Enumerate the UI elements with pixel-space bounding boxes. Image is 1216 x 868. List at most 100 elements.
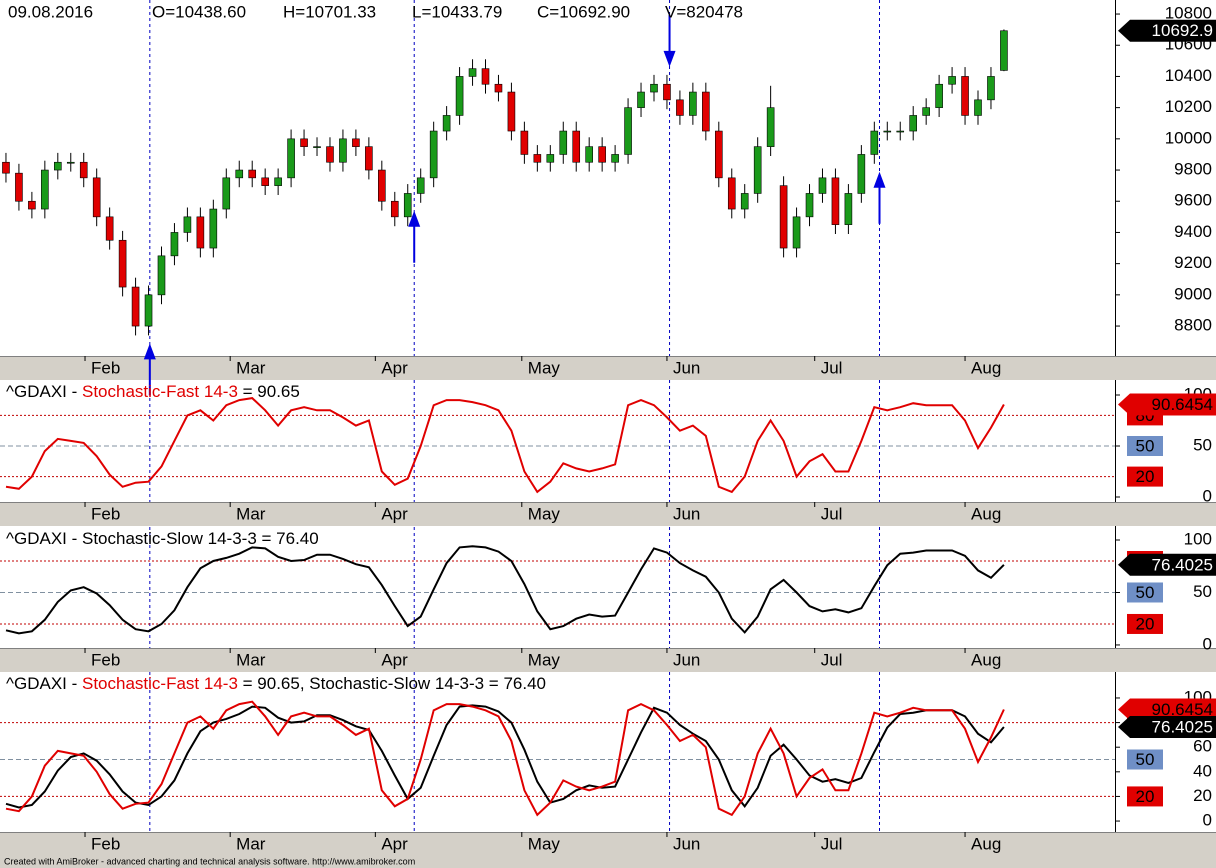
candle-body (831, 177, 840, 225)
open: O=10438.60 (152, 2, 246, 21)
candle-body (507, 91, 516, 132)
y-tick-label: 9600 (1174, 191, 1212, 210)
candle-body (105, 216, 114, 241)
close: C=10692.90 (537, 2, 630, 21)
x-tick-label: May (528, 650, 561, 669)
x-tick-label: Mar (236, 358, 266, 377)
y-tick-label: 100 (1184, 529, 1212, 548)
candle-body (818, 177, 827, 194)
level-label: 50 (1136, 436, 1155, 455)
candle-body (157, 255, 166, 296)
candle-body (481, 68, 490, 85)
candle-body (792, 216, 801, 249)
time-strip (0, 832, 1216, 856)
candle-body (935, 83, 943, 108)
candle-body (624, 107, 632, 155)
x-tick-label: Apr (381, 834, 408, 853)
x-tick-label: Aug (971, 834, 1001, 853)
candle-body (79, 161, 88, 179)
x-tick-label: Jun (673, 504, 700, 523)
candle-body (41, 169, 49, 210)
candle-body (727, 177, 736, 210)
title-part: Stochastic-Fast 14-3 (82, 674, 238, 693)
title-part: ^GDAXI - Stochastic-Slow 14-3-3 = 76.40 (6, 529, 319, 548)
stoch-line (5, 397, 1005, 494)
x-tick-label: Apr (381, 358, 408, 377)
level-box (1127, 613, 1163, 634)
y-tick-label: 40 (1193, 761, 1212, 780)
level-label: 20 (1136, 614, 1155, 633)
low: L=10433.79 (412, 2, 502, 21)
candle-body (857, 154, 866, 194)
candle-body (455, 76, 464, 116)
candle-body (2, 161, 10, 174)
candle-body (300, 138, 308, 147)
x-tick-label: Jul (821, 358, 843, 377)
candle-body (66, 161, 75, 164)
candle-body (559, 130, 568, 155)
candle-body (974, 99, 982, 116)
candle-body (753, 146, 762, 194)
candle-body (313, 146, 321, 148)
x-tick-label: Jun (673, 650, 700, 669)
candle-body (702, 91, 710, 132)
candle-body (261, 177, 269, 186)
y-tick-label: 10800 (1165, 4, 1212, 23)
candle-body (403, 193, 412, 218)
candle-body (611, 154, 619, 163)
panel-title: ^GDAXI - Stochastic-Fast 14-3 = 90.65 (6, 382, 300, 401)
candle-body (235, 169, 244, 179)
high: H=10701.33 (283, 2, 376, 21)
date: 09.08.2016 (8, 2, 93, 21)
stoch-line (5, 545, 1005, 635)
candle-body (870, 130, 879, 155)
candle-body (740, 193, 749, 210)
candle-body (689, 91, 697, 116)
y-tick-label: 9000 (1174, 284, 1212, 303)
candle-body (494, 83, 503, 93)
x-tick-label: Aug (971, 504, 1001, 523)
value-tag (1118, 553, 1216, 576)
x-tick-label: Mar (236, 834, 266, 853)
value-tag (1118, 19, 1216, 42)
candle-body (598, 146, 606, 163)
candle-body (131, 286, 140, 327)
time-strip (0, 356, 1216, 380)
value-tag-label: 10692.9 (1152, 21, 1213, 40)
candle-body (209, 208, 218, 249)
x-tick-label: Jul (821, 834, 843, 853)
candle-body (844, 193, 853, 225)
candle-body (883, 130, 892, 133)
candle-body (378, 169, 386, 202)
level-box (1127, 435, 1163, 456)
candle-body (961, 76, 969, 116)
signal-arrow (408, 210, 421, 263)
y-tick-label: 9800 (1174, 160, 1212, 179)
candle-body (468, 68, 477, 77)
level-label: 50 (1136, 750, 1155, 769)
y-tick-label: 10400 (1165, 66, 1212, 85)
time-strip (0, 502, 1216, 526)
candle-body (248, 169, 257, 179)
candle-body (766, 107, 775, 147)
candle-body (676, 99, 684, 116)
header: 09.08.2016 O=10438.60 H=10701.33 L=10433… (8, 2, 743, 21)
x-tick-label: Apr (381, 504, 408, 523)
level-box (1127, 749, 1163, 770)
x-tick-label: Aug (971, 358, 1001, 377)
stoch-line (5, 700, 1005, 817)
y-tick-label: 8800 (1174, 316, 1212, 335)
x-tick-label: Jun (673, 358, 700, 377)
candle-body (326, 146, 334, 163)
candle-body (909, 115, 918, 132)
x-tick-label: Feb (91, 650, 120, 669)
stoch-line (5, 704, 1005, 809)
candle-body (546, 154, 555, 163)
time-strip (0, 648, 1216, 672)
value-tag-label: 76.4025 (1152, 717, 1213, 736)
footer: Created with AmiBroker - advanced charti… (4, 856, 415, 866)
candle-body (922, 107, 930, 116)
candle-body (1000, 30, 1008, 71)
